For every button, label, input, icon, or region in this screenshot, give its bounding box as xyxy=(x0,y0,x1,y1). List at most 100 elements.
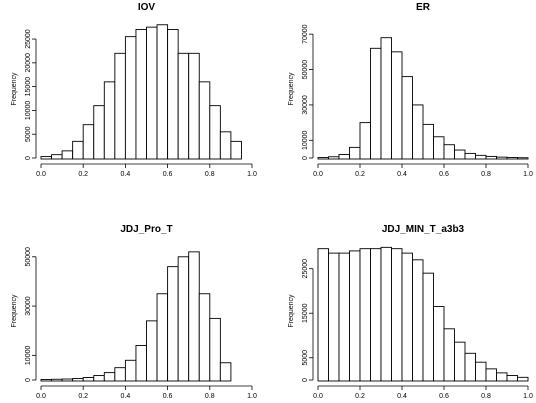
histogram-bar xyxy=(72,140,84,160)
histogram-bar xyxy=(219,131,232,160)
histogram-bar xyxy=(328,156,340,160)
histogram-bar xyxy=(485,155,497,160)
y-tick-label: 20000 xyxy=(25,53,32,73)
histogram-bar xyxy=(412,259,424,382)
histogram-bar xyxy=(198,293,211,382)
histogram-bar xyxy=(496,156,508,160)
y-tick-label: 15000 xyxy=(302,303,309,323)
chart-title: ER xyxy=(416,2,431,13)
y-tick-label: 10000 xyxy=(25,101,32,121)
histogram-bar xyxy=(230,140,242,160)
histogram-bar xyxy=(349,146,361,160)
histogram-bar xyxy=(167,29,179,160)
y-tick-label: 0 xyxy=(25,378,32,382)
x-tick-label: 0.8 xyxy=(481,171,491,178)
x-tick-label: 0.0 xyxy=(313,171,323,178)
histogram-bar xyxy=(198,81,211,160)
histogram-bar xyxy=(370,248,382,382)
chart-title: JDJ_Pro_T xyxy=(120,224,172,235)
x-tick-label: 1.0 xyxy=(523,171,533,178)
x-tick-label: 0.8 xyxy=(481,393,491,400)
histogram-bar xyxy=(506,375,518,382)
histogram-bar xyxy=(412,104,424,160)
histogram-bar xyxy=(51,378,63,382)
y-tick-label: 0 xyxy=(302,156,309,160)
y-tick-label: 0 xyxy=(25,156,32,160)
x-tick-label: 0.4 xyxy=(397,393,407,400)
y-axis-label: Frequency xyxy=(288,294,295,328)
histogram-bar xyxy=(338,154,350,160)
y-tick-label: 10000 xyxy=(25,346,32,366)
chart-title: JDJ_MIN_T_a3b3 xyxy=(382,224,465,235)
x-tick-label: 0.4 xyxy=(397,171,407,178)
histogram-bar xyxy=(443,328,455,382)
x-tick-label: 0.6 xyxy=(163,393,173,400)
x-tick-label: 0.6 xyxy=(163,171,173,178)
histogram-bar xyxy=(114,52,126,160)
histogram-panel-2: ER 0.0 0.2 0.4 0.6 0.8 1.0 0 10000 30000 50000 7000… xyxy=(288,2,533,178)
histogram-bar xyxy=(61,150,74,160)
histogram-bar xyxy=(506,157,518,160)
histogram-bar xyxy=(517,157,529,160)
histogram-bar xyxy=(51,154,63,160)
histogram-bar xyxy=(422,272,434,382)
histogram-panel-1: IOV 0.0 0.2 0.4 0.6 0.8 1.0 0 5000 10000 15000 2000… xyxy=(11,2,257,178)
y-tick-label: 10000 xyxy=(302,130,309,150)
y-tick-label: 50000 xyxy=(302,60,309,80)
histogram-bar xyxy=(391,51,403,160)
histogram-bar xyxy=(177,52,190,160)
histogram-bar xyxy=(475,154,487,160)
histogram-bar xyxy=(464,152,476,160)
x-tick-label: 0.0 xyxy=(36,393,46,400)
y-tick-label: 70000 xyxy=(302,24,309,44)
y-tick-label: 5000 xyxy=(25,126,32,142)
histogram-bar xyxy=(146,26,158,160)
y-tick-label: 15000 xyxy=(25,77,32,97)
histogram-bar xyxy=(454,341,466,382)
histogram-bar xyxy=(93,375,105,382)
histogram-bar xyxy=(103,81,116,160)
histogram-bar xyxy=(177,256,190,382)
histogram-bar xyxy=(359,122,371,160)
histogram-bar xyxy=(433,306,445,382)
y-tick-label: 25000 xyxy=(25,29,32,49)
histogram-bar xyxy=(93,105,105,160)
histogram-bar xyxy=(209,105,221,160)
x-tick-label: 0.8 xyxy=(205,393,215,400)
histogram-bar xyxy=(124,36,137,160)
histogram-bar xyxy=(391,248,403,382)
histogram-bar xyxy=(349,250,361,382)
x-tick-label: 1.0 xyxy=(247,393,257,400)
histogram-bar xyxy=(209,317,221,382)
histogram-bar xyxy=(219,362,232,382)
histogram-bar xyxy=(103,372,116,382)
histogram-bar xyxy=(156,24,169,160)
x-tick-label: 1.0 xyxy=(523,393,533,400)
x-tick-label: 0.6 xyxy=(439,393,449,400)
chart-title: IOV xyxy=(138,2,156,13)
y-axis-label: Frequency xyxy=(288,72,295,106)
y-tick-label: 50000 xyxy=(25,247,32,267)
histogram-bar xyxy=(380,246,392,382)
histogram-bar xyxy=(167,266,179,382)
histogram-panel-3: JDJ_Pro_T 0.0 0.2 0.4 0.6 0.8 1.0 0 10000 30000 50… xyxy=(11,224,257,400)
histogram-bar xyxy=(338,252,350,382)
x-tick-label: 0.8 xyxy=(205,171,215,178)
histogram-bar xyxy=(114,367,126,382)
histogram-bar xyxy=(156,293,169,382)
histogram-bar xyxy=(454,149,466,160)
histogram-bar xyxy=(496,372,508,382)
x-tick-label: 0.2 xyxy=(355,393,365,400)
histogram-bar xyxy=(401,76,413,160)
histogram-bar xyxy=(135,29,147,160)
histogram-bar xyxy=(464,352,476,382)
histogram-bar xyxy=(188,52,200,160)
y-tick-label: 30000 xyxy=(25,296,32,316)
histogram-bar xyxy=(40,156,53,160)
histogram-bar xyxy=(359,248,371,382)
histogram-bar xyxy=(188,251,200,382)
histogram-bar xyxy=(475,361,487,382)
x-tick-label: 1.0 xyxy=(247,171,257,178)
x-tick-label: 0.2 xyxy=(355,171,365,178)
